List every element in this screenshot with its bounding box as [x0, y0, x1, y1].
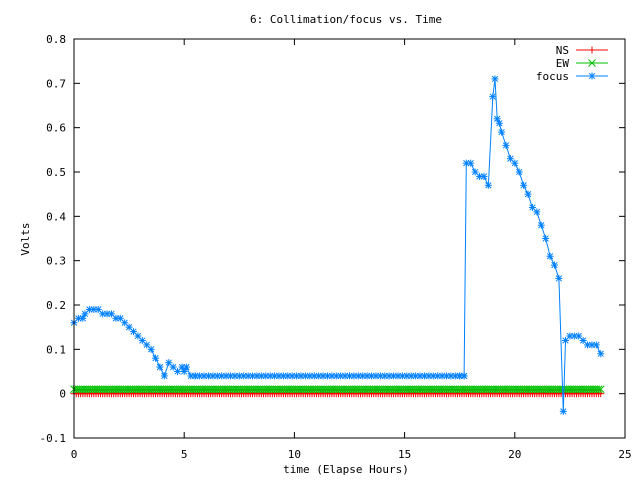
y-tick-label: 0.5: [46, 166, 66, 179]
data-point-focus: [480, 172, 488, 180]
data-point-focus: [524, 190, 532, 198]
legend-marker-NS: [588, 46, 596, 54]
y-tick-label: 0.7: [46, 77, 66, 90]
data-point-focus: [460, 372, 468, 380]
axis-ticks: 0 5 10 15 20 25 -0.1 0 0.1 0.2 0.3 0.4 0.5 0.6 0.7 0.8: [40, 33, 632, 461]
series-NS: [70, 390, 605, 398]
y-tick-label: -0.1: [40, 432, 67, 445]
legend-label-NS: NS: [556, 44, 569, 57]
data-point-focus: [491, 75, 499, 83]
y-tick-label: 0.3: [46, 255, 66, 268]
data-point-focus: [182, 363, 190, 371]
data-point-focus: [542, 235, 550, 242]
y-tick-label: 0: [59, 388, 66, 401]
series-EW: [70, 385, 605, 394]
x-tick-label: 15: [398, 448, 411, 461]
data-point-focus: [467, 159, 475, 167]
x-tick-label: 5: [181, 448, 188, 461]
data-point-focus: [502, 141, 510, 149]
x-tick-label: 20: [508, 448, 521, 461]
data-point-EW: [596, 385, 605, 394]
series-focus: [70, 75, 605, 415]
legend-marker-focus: [588, 72, 596, 80]
x-axis-label: time (Elapse Hours): [283, 463, 409, 476]
data-point-focus: [597, 350, 605, 358]
data-point-focus: [495, 119, 503, 127]
data-point-focus: [506, 155, 514, 163]
data-point-focus: [515, 168, 523, 176]
y-tick-label: 0.8: [46, 33, 66, 46]
series-layer: [70, 75, 605, 415]
data-point-EW: [594, 385, 603, 394]
data-point-focus: [520, 181, 528, 189]
chart-title: 6: Collimation/focus vs. Time: [250, 13, 442, 26]
data-point-focus: [498, 128, 506, 136]
data-point-focus: [160, 372, 168, 380]
data-point-focus: [147, 345, 155, 353]
y-tick-label: 0.4: [46, 210, 66, 223]
data-point-focus: [592, 341, 600, 349]
data-point-focus: [555, 274, 563, 282]
data-point-focus: [533, 208, 541, 216]
x-tick-label: 25: [618, 448, 631, 461]
plot-frame: [73, 38, 626, 439]
data-point-focus: [81, 310, 89, 318]
data-point-focus: [471, 168, 479, 176]
y-tick-label: 0.2: [46, 299, 66, 312]
y-axis-label: Volts: [19, 222, 32, 255]
data-point-focus: [156, 363, 164, 371]
data-point-focus: [537, 221, 545, 229]
legend-marker-EW: [588, 59, 596, 67]
data-point-focus: [559, 407, 567, 415]
y-tick-label: 0.1: [46, 343, 66, 356]
data-point-focus: [489, 93, 497, 101]
x-tick-label: 10: [288, 448, 301, 461]
data-point-focus: [152, 354, 160, 362]
series-line-focus: [73, 78, 602, 412]
data-point-focus: [546, 252, 554, 260]
data-point-focus: [511, 159, 519, 167]
data-point-focus: [484, 181, 492, 189]
data-point-focus: [550, 261, 558, 269]
data-point-focus: [143, 341, 151, 349]
y-tick-label: 0.6: [46, 122, 66, 135]
data-point-focus: [134, 332, 142, 340]
x-tick-label: 0: [71, 448, 78, 461]
legend-label-focus: focus: [536, 70, 569, 83]
legend-label-EW: EW: [556, 57, 570, 70]
